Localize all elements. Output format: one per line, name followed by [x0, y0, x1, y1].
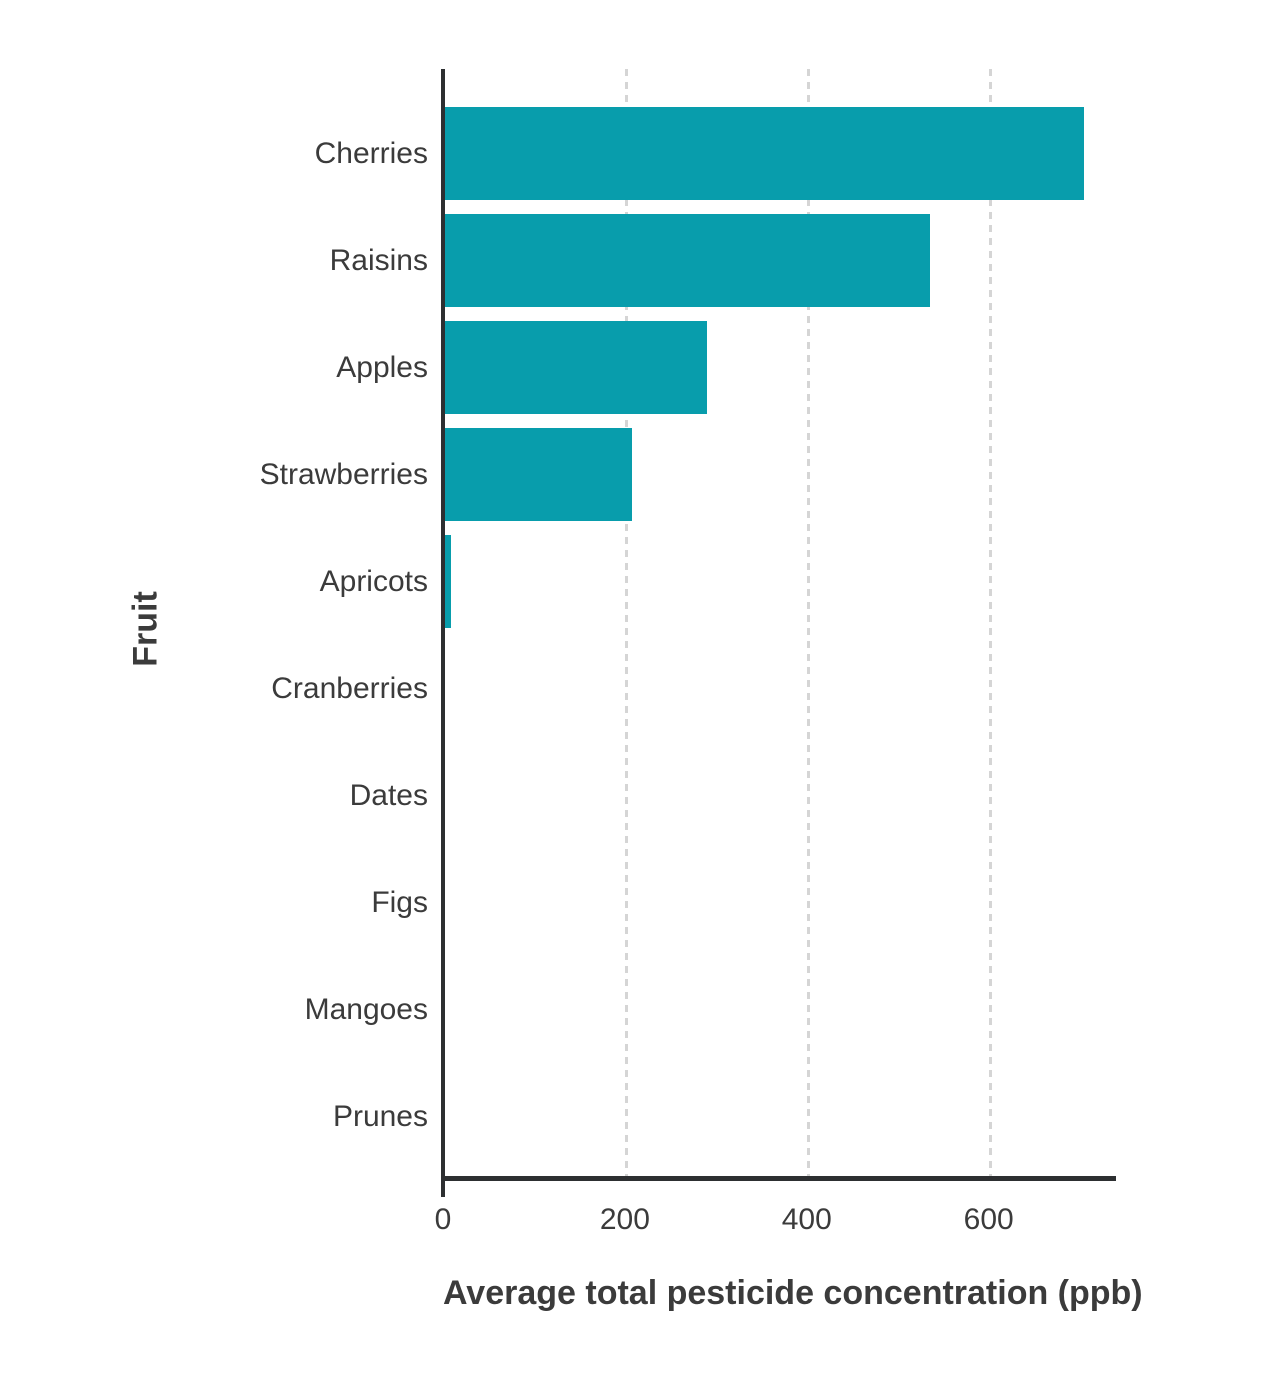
x-axis-title: Average total pesticide concentration (p…	[443, 1274, 1143, 1312]
y-axis-title: Fruit	[126, 591, 165, 667]
bar-apples	[445, 321, 707, 415]
bar-apricots	[445, 535, 452, 629]
y-tick-label-dates: Dates	[349, 779, 428, 813]
x-tick-label-400: 400	[781, 1203, 832, 1236]
gridline-400	[806, 69, 810, 1176]
y-tick-label-apricots: Apricots	[319, 564, 428, 598]
y-tick-label-strawberries: Strawberries	[259, 457, 428, 491]
y-tick-label-figs: Figs	[371, 886, 428, 920]
x-axis-line	[441, 1176, 1116, 1181]
y-axis-line	[441, 69, 445, 1197]
plot-area	[441, 69, 1116, 1197]
y-tick-label-mangoes: Mangoes	[304, 993, 428, 1027]
y-tick-label-cranberries: Cranberries	[271, 672, 428, 705]
y-tick-label-cherries: Cherries	[314, 136, 428, 170]
y-tick-label-prunes: Prunes	[332, 1100, 428, 1134]
bar-cherries	[445, 107, 1085, 200]
y-tick-label-raisins: Raisins	[329, 243, 428, 277]
gridline-600	[988, 69, 992, 1176]
x-tick-label-600: 600	[963, 1203, 1014, 1236]
x-tick-label-200: 200	[599, 1203, 650, 1236]
x-tick-label-0: 0	[434, 1203, 452, 1236]
y-tick-label-apples: Apples	[336, 350, 428, 384]
bar-strawberries	[445, 428, 633, 522]
gridline-200	[624, 69, 628, 1176]
bar-raisins	[445, 214, 931, 308]
